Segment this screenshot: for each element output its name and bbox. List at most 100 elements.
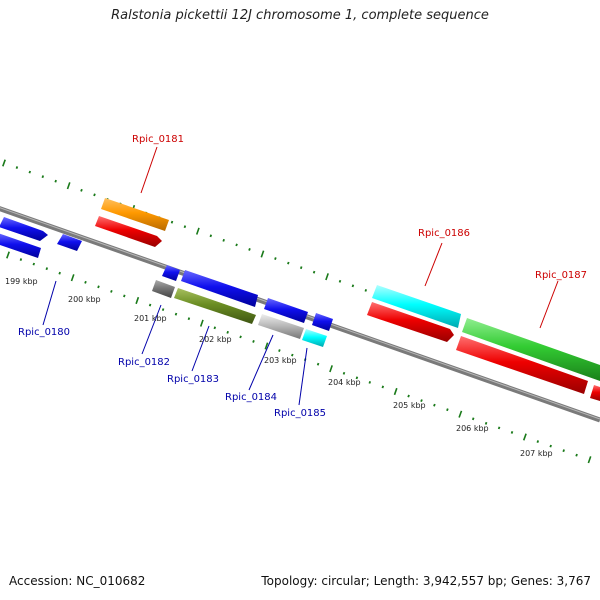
leader-line-rpic-0180 — [42, 280, 57, 326]
lower-track-minor-tick — [161, 308, 165, 312]
gene-rpic-0187-green[interactable] — [462, 318, 600, 381]
upper-track-minor-tick — [312, 270, 316, 274]
gene-rpic-0183-olive[interactable] — [174, 288, 256, 324]
upper-track-minor-tick — [235, 243, 238, 247]
upper-track-minor-tick — [41, 175, 45, 179]
lower-track-major-tick — [393, 387, 398, 396]
leader-line-rpic-0184 — [248, 334, 274, 391]
lower-track-minor-tick — [510, 431, 514, 434]
kbp-label-200: 200 kbp — [68, 295, 101, 304]
leader-line-rpic-0187 — [539, 280, 559, 329]
lower-track-minor-tick — [291, 353, 294, 357]
upper-track-major-tick — [66, 182, 71, 190]
lower-track-minor-tick — [433, 403, 436, 407]
kbp-label-206: 206 kbp — [456, 424, 489, 433]
upper-track-minor-tick — [287, 261, 290, 265]
upper-track-minor-tick — [222, 238, 225, 242]
upper-track-minor-tick — [364, 288, 368, 292]
kbp-label-207: 207 kbp — [520, 449, 553, 458]
upper-track-major-tick — [325, 273, 329, 281]
kbp-label-199: 199 kbp — [5, 277, 38, 286]
gene-rpic-0186-cyan[interactable] — [372, 285, 461, 328]
lower-track-major-tick — [199, 319, 204, 327]
gene-rpic-0185-cyan[interactable] — [302, 329, 327, 347]
gene-arrow-blue-d[interactable] — [162, 265, 180, 281]
gene-label-rpic-0185[interactable]: Rpic_0185 — [274, 408, 326, 419]
lower-track-minor-tick — [536, 440, 540, 443]
lower-track-minor-tick — [484, 421, 488, 425]
lower-track-minor-tick — [19, 258, 23, 261]
gene-arrow-blue-f[interactable] — [264, 298, 308, 323]
upper-track-minor-tick — [183, 225, 187, 229]
lower-track-minor-tick — [148, 303, 152, 307]
kbp-label-204: 204 kbp — [328, 378, 361, 387]
gene-label-rpic-0180[interactable]: Rpic_0180 — [18, 327, 70, 338]
lower-track-minor-tick — [239, 335, 242, 339]
lower-track-minor-tick — [174, 312, 178, 316]
gene-arrow-blue-g[interactable] — [312, 313, 333, 331]
lower-track-major-tick — [135, 296, 140, 305]
lower-track-minor-tick — [381, 385, 385, 389]
lower-track-major-tick — [587, 456, 592, 464]
lower-track-minor-tick — [97, 285, 100, 289]
gene-label-rpic-0182[interactable]: Rpic_0182 — [118, 357, 170, 368]
gene-arrow-red-a[interactable] — [95, 216, 162, 247]
kbp-label-205: 205 kbp — [393, 401, 426, 410]
gene-arrow-red-b[interactable] — [367, 302, 454, 342]
lower-track-major-tick — [70, 274, 75, 282]
upper-track-minor-tick — [248, 248, 251, 251]
lower-track-minor-tick — [575, 453, 578, 457]
gene-rpic-0182-grey[interactable] — [152, 280, 175, 298]
lower-track-minor-tick — [187, 317, 191, 321]
sequence-summary-text: Topology: circular; Length: 3,942,557 bp… — [261, 574, 591, 588]
lower-track-major-tick — [522, 433, 527, 441]
kbp-label-202: 202 kbp — [199, 335, 232, 344]
upper-track-minor-tick — [15, 166, 19, 169]
lower-track-minor-tick — [32, 262, 36, 266]
lower-track-major-tick — [329, 365, 333, 373]
lower-track-major-tick — [6, 251, 10, 259]
gene-arrow-blue-a[interactable] — [0, 217, 48, 241]
lower-track-minor-tick — [562, 449, 565, 453]
upper-track-minor-tick — [93, 193, 96, 197]
upper-track-major-tick — [195, 227, 200, 235]
lower-track-minor-tick — [110, 289, 113, 293]
gene-arrow-red-c[interactable] — [456, 336, 588, 394]
lower-track-minor-tick — [316, 362, 320, 366]
lower-track-minor-tick — [58, 271, 61, 275]
leader-line-rpic-0183 — [191, 325, 210, 372]
lower-track-minor-tick — [226, 330, 229, 334]
upper-track-minor-tick — [274, 257, 277, 260]
lower-track-minor-tick — [84, 280, 87, 284]
lower-track-minor-tick — [213, 326, 217, 330]
gene-arrow-red-d[interactable] — [590, 385, 600, 401]
lower-track-minor-tick — [252, 340, 255, 343]
gene-label-rpic-0186[interactable]: Rpic_0186 — [418, 228, 470, 239]
upper-track-minor-tick — [299, 266, 303, 270]
gene-label-rpic-0187[interactable]: Rpic_0187 — [535, 270, 587, 281]
gene-label-rpic-0181[interactable]: Rpic_0181 — [132, 134, 184, 145]
leader-line-rpic-0186 — [424, 242, 443, 287]
gene-arrow-blue-c[interactable] — [57, 234, 82, 251]
upper-track-minor-tick — [209, 234, 213, 238]
lower-track-minor-tick — [471, 417, 475, 421]
lower-tick-track — [6, 251, 592, 464]
gene-label-rpic-0183[interactable]: Rpic_0183 — [167, 374, 219, 385]
accession-text: Accession: NC_010682 — [9, 574, 146, 588]
gene-rpic-0181-orange[interactable] — [101, 198, 169, 231]
leader-line-rpic-0181 — [140, 146, 158, 194]
gene-label-rpic-0184[interactable]: Rpic_0184 — [225, 392, 277, 403]
upper-track-minor-tick — [170, 220, 174, 224]
lower-track-major-tick — [264, 342, 269, 350]
upper-track-minor-tick — [80, 188, 83, 192]
lower-track-minor-tick — [45, 267, 49, 271]
upper-track-minor-tick — [54, 179, 57, 183]
lower-track-major-tick — [458, 410, 463, 418]
gene-arrow-blue-b[interactable] — [0, 233, 41, 258]
kbp-label-203: 203 kbp — [264, 356, 297, 365]
gene-arrow-blue-e[interactable] — [181, 270, 258, 307]
gene-rpic-0184-grey[interactable] — [258, 314, 304, 339]
upper-track-major-tick — [2, 159, 6, 167]
lower-track-minor-tick — [497, 426, 501, 430]
